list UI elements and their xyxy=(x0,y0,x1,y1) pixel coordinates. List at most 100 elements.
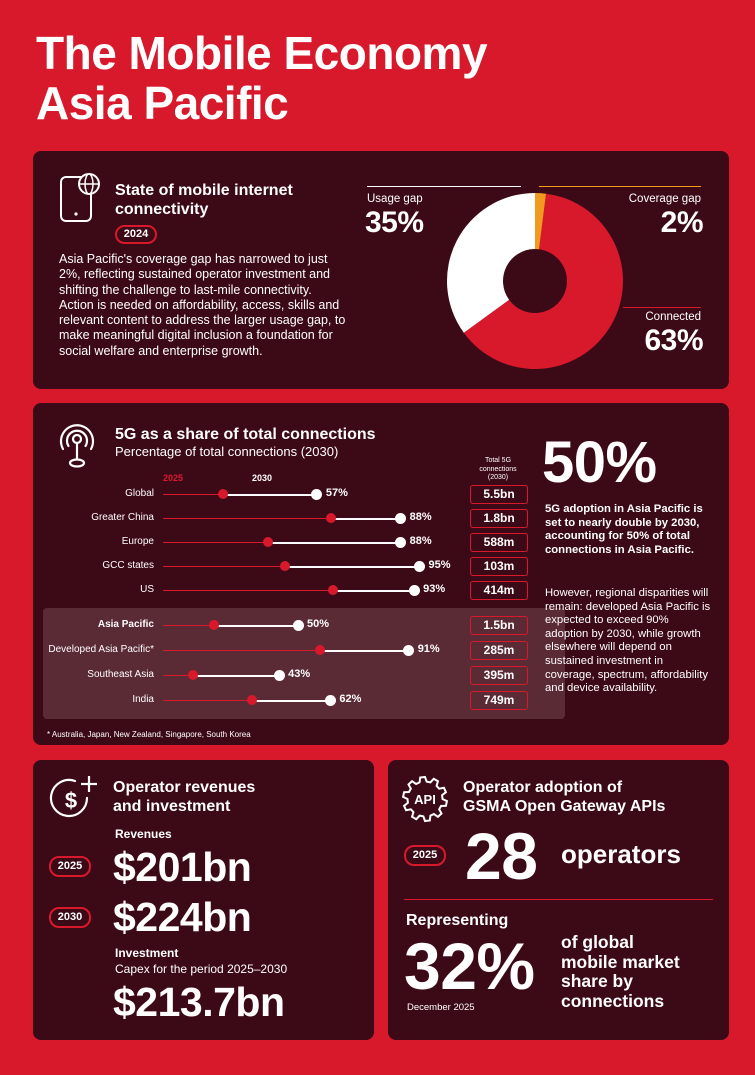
total-5g-box: 414m xyxy=(470,581,528,600)
row-range-line xyxy=(319,649,409,652)
value-label-2030: 43% xyxy=(288,668,311,680)
row-range-line xyxy=(333,589,415,592)
total-5g-box: 1.8bn xyxy=(470,509,528,528)
share-text: of global mobile market share by connect… xyxy=(561,932,680,1011)
legend-2030: 2030 xyxy=(252,473,273,483)
connected-label: Connected xyxy=(645,311,701,323)
fiveg-card: 5G as a share of total connections Perce… xyxy=(33,403,729,745)
dot-2025 xyxy=(263,537,274,547)
apis-divider xyxy=(404,899,713,900)
dot-2025 xyxy=(209,620,220,630)
value-label-2030: 88% xyxy=(409,535,432,547)
value-label-2030: 62% xyxy=(339,693,362,705)
phone-globe-icon xyxy=(60,173,100,222)
fiveg-detail: However, regional disparities will remai… xyxy=(545,587,711,695)
share-value: 32% xyxy=(404,929,535,1003)
row-range-line xyxy=(222,493,317,496)
api-gear-icon: API xyxy=(401,775,449,823)
year-badge-2025: 2025 xyxy=(404,845,446,866)
dumbbell-chart: Global 57% 5.5bn Greater China 88% 1.8bn Europ… xyxy=(33,403,573,723)
value-label-2030: 57% xyxy=(325,487,348,499)
dot-2025 xyxy=(247,695,258,705)
dot-2025 xyxy=(328,585,339,595)
year-badge-2025: 2025 xyxy=(49,856,91,877)
value-label-2030: 50% xyxy=(307,618,330,630)
row-range-line xyxy=(192,674,280,677)
title-line-2: Asia Pacific xyxy=(36,77,289,129)
total-5g-box: 749m xyxy=(470,691,528,710)
row-label: US xyxy=(140,584,154,595)
connected-line xyxy=(623,307,701,308)
dot-2025 xyxy=(279,561,290,571)
apis-card: API Operator adoption of GSMA Open Gatew… xyxy=(388,760,729,1040)
row-baseline xyxy=(163,518,401,519)
fiveg-summary: 5G adoption in Asia Pacific is set to ne… xyxy=(545,503,703,556)
value-label-2030: 88% xyxy=(409,511,432,523)
antenna-signal-icon xyxy=(59,424,95,468)
revenues-label: Revenues xyxy=(115,827,172,841)
row-range-line xyxy=(214,624,298,627)
connectivity-body: Asia Pacific's coverage gap has narrowed… xyxy=(59,252,346,358)
legend-2025: 2025 xyxy=(163,473,184,483)
usage-gap-value: 35% xyxy=(365,206,424,239)
revenues-heading: Operator revenues and investment xyxy=(113,779,256,815)
investment-sub: Capex for the period 2025–2030 xyxy=(115,962,288,976)
total-5g-box: 395m xyxy=(470,666,528,685)
total-5g-box: 588m xyxy=(470,533,528,552)
revenue-2025-value: $201bn xyxy=(113,844,252,890)
row-range-line xyxy=(330,517,401,520)
row-label: Southeast Asia xyxy=(87,669,154,680)
value-label-2030: 95% xyxy=(428,559,451,571)
year-badge-2030: 2030 xyxy=(49,907,91,928)
dumbbell-row: Greater China 88% 1.8bn xyxy=(33,403,573,723)
donut-slice-connected xyxy=(463,193,623,369)
value-label-2030: 93% xyxy=(423,583,446,595)
dumbbell-row: US 93% 414m xyxy=(33,403,573,723)
dumbbell-row: Developed Asia Pacific* 91% 285m xyxy=(33,403,573,723)
dumbbell-row: Global 57% 5.5bn xyxy=(33,403,573,723)
date-label: December 2025 xyxy=(407,1002,475,1013)
dumbbell-row: Europe 88% 588m xyxy=(33,403,573,723)
dumbbell-row: India 62% 749m xyxy=(33,403,573,723)
year-badge: 2024 xyxy=(115,225,157,244)
revenues-card: $ Operator revenues and investment Reven… xyxy=(33,760,374,1040)
footnote: * Australia, Japan, New Zealand, Singapo… xyxy=(47,730,251,739)
fiveg-big-value: 50% xyxy=(542,430,657,495)
dot-2025 xyxy=(187,670,198,680)
row-baseline xyxy=(163,590,415,591)
svg-text:API: API xyxy=(414,792,436,807)
row-range-line xyxy=(268,541,401,544)
dot-2030 xyxy=(414,560,425,572)
dumbbell-row: GCC states 95% 103m xyxy=(33,403,573,723)
row-label: India xyxy=(132,694,154,705)
dot-2030 xyxy=(403,644,415,656)
row-label: Developed Asia Pacific* xyxy=(48,644,154,655)
row-label: Asia Pacific xyxy=(97,619,154,630)
revenue-2030-value: $224bn xyxy=(113,894,252,940)
connectivity-heading: State of mobile internet connectivity xyxy=(115,182,293,218)
dot-2030 xyxy=(273,669,285,681)
dumbbell-row: Southeast Asia 43% 395m xyxy=(33,403,573,723)
fiveg-heading: 5G as a share of total connections xyxy=(115,426,376,443)
dot-2030 xyxy=(408,584,420,596)
dumbbell-row: Asia Pacific 50% 1.5bn xyxy=(33,403,573,723)
total-5g-box: 285m xyxy=(470,641,528,660)
coverage-gap-label: Coverage gap xyxy=(628,193,701,205)
dot-2025 xyxy=(325,513,336,523)
row-baseline xyxy=(163,700,331,701)
fiveg-subheading: Percentage of total connections (2030) xyxy=(115,444,339,459)
coverage-gap-line xyxy=(539,186,701,187)
row-range-line xyxy=(284,565,420,568)
donut-slice-usage-gap xyxy=(447,193,535,333)
total-5g-box: 5.5bn xyxy=(470,485,528,504)
row-label: Europe xyxy=(121,536,154,547)
dot-2030 xyxy=(324,694,336,706)
dot-2025 xyxy=(314,645,325,655)
connectivity-donut-chart xyxy=(447,193,623,369)
operators-value: 28 xyxy=(465,819,538,893)
coverage-gap-value: 2% xyxy=(660,206,704,239)
dollar-plus-icon: $ xyxy=(49,776,97,818)
dot-2030 xyxy=(395,512,407,524)
apis-heading: Operator adoption of GSMA Open Gateway A… xyxy=(463,779,666,815)
title-line-1: The Mobile Economy xyxy=(36,27,488,79)
